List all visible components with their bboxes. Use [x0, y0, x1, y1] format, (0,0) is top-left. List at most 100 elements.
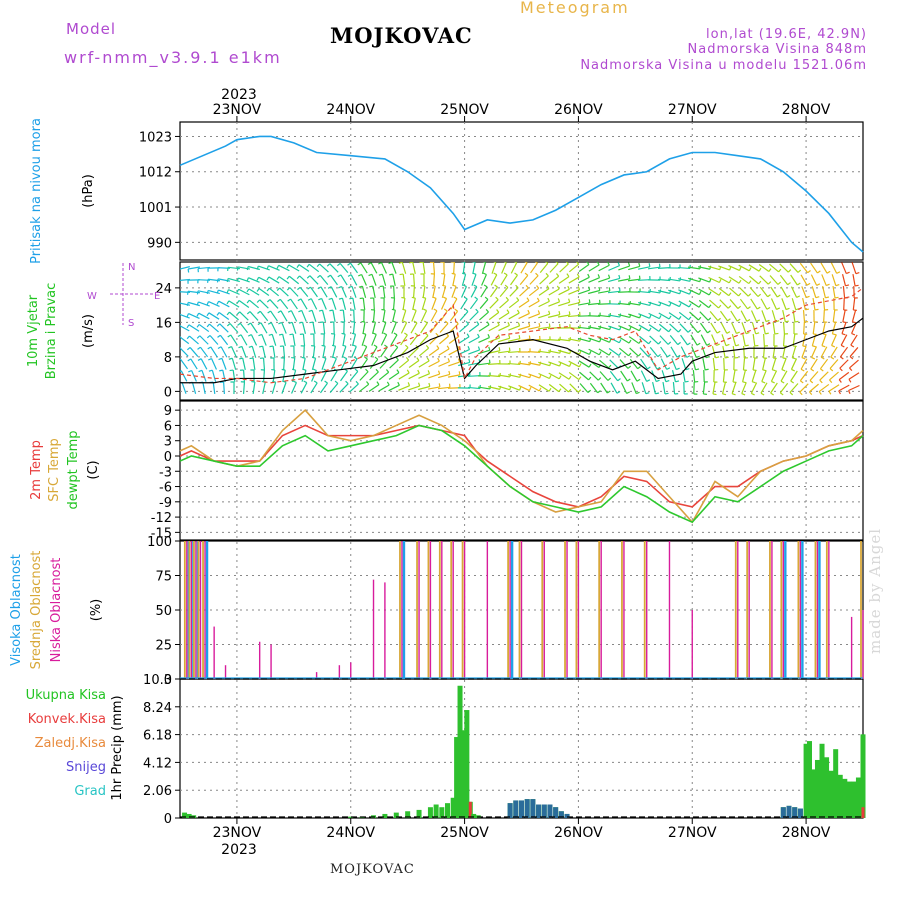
wind-barb — [672, 381, 676, 395]
wind-barb-flag — [657, 353, 661, 358]
wind-barb-flag — [821, 345, 826, 348]
wind-barb — [308, 263, 320, 273]
wind-barb — [268, 265, 280, 271]
wind-barb — [341, 286, 347, 298]
wind-barb — [281, 322, 287, 334]
wind-barb — [321, 298, 327, 310]
wind-barb-flag — [276, 287, 281, 291]
wind-barb — [698, 266, 710, 270]
wind-barb — [558, 276, 570, 284]
wind-barb — [711, 346, 717, 358]
wind-barb — [732, 345, 736, 359]
wind-barb — [371, 334, 377, 346]
wind-barb — [222, 370, 226, 382]
wind-barb — [770, 382, 778, 394]
wind-barb — [221, 358, 227, 370]
wind-barb-flag — [557, 298, 561, 302]
wind-barb — [692, 369, 696, 383]
wind-barb-flag — [726, 331, 731, 334]
wind-barb-flag — [236, 277, 239, 282]
wind-barb-flag — [382, 320, 387, 323]
wind-barb — [537, 350, 551, 354]
wind-barb — [708, 265, 720, 271]
wind-barb-flag — [443, 308, 448, 312]
wind-barb — [188, 312, 200, 320]
y-tick-label: 75 — [155, 570, 172, 585]
wind-barb-flag — [236, 300, 240, 304]
wind-barb — [432, 273, 436, 287]
wind-barb — [761, 370, 767, 382]
wind-barb — [588, 337, 600, 343]
precip-bar — [842, 778, 848, 818]
wind-barb — [588, 264, 600, 272]
wind-barb-flag — [668, 315, 672, 320]
wind-barb — [461, 274, 467, 286]
wind-barb — [548, 314, 560, 318]
wind-barb — [477, 362, 491, 366]
y-tick-label: 25 — [155, 639, 172, 654]
wind-barb-flag — [786, 294, 791, 298]
wind-barb — [712, 381, 716, 395]
wind-barb-flag — [725, 343, 730, 347]
wind-barb — [248, 299, 260, 309]
wind-barb — [839, 359, 849, 369]
precip-conv-bar — [468, 801, 472, 818]
wind-barb-flag — [597, 390, 601, 394]
wind-barb-flag — [638, 327, 642, 331]
wind-barb-flag — [298, 321, 303, 324]
wind-barb-flag — [186, 346, 191, 351]
wind-barb — [841, 274, 847, 286]
wind-barb-flag — [352, 344, 357, 348]
wind-barb — [658, 301, 670, 307]
wind-barb — [391, 262, 397, 274]
wind-barb-flag — [776, 294, 781, 298]
wind-barb-flag — [354, 368, 359, 372]
wind-barb — [779, 382, 789, 394]
wind-barb — [802, 309, 806, 323]
wind-barb — [742, 370, 746, 382]
wind-barb-flag — [791, 368, 795, 372]
wind-barb-flag — [208, 357, 212, 361]
wind-barb-flag — [576, 262, 580, 265]
precip-bar — [348, 816, 354, 818]
wind-barb — [801, 286, 807, 298]
wind-barb-flag — [327, 286, 332, 289]
wind-barb-flag — [705, 355, 710, 359]
wind-barb — [618, 313, 630, 319]
wind-barb — [548, 275, 560, 285]
wind-barb-flag — [741, 393, 746, 396]
wind-barb — [608, 325, 620, 331]
wind-barb — [218, 289, 230, 295]
wind-barb — [469, 298, 479, 310]
wind-barb — [468, 323, 480, 333]
precip-bar — [833, 749, 839, 818]
wind-barb — [548, 361, 560, 367]
wind-barb-flag — [409, 262, 413, 264]
wind-barb — [381, 274, 387, 286]
wind-barb-flag — [345, 380, 349, 385]
wind-barb — [311, 358, 317, 370]
wind-barb-flag — [307, 286, 311, 290]
wind-barb — [720, 322, 728, 334]
wind-barb — [420, 322, 428, 334]
wind-barb-flag — [649, 314, 652, 319]
wind-barb-flag — [556, 285, 560, 290]
wind-barb-flag — [794, 320, 799, 323]
wind-barb — [657, 278, 671, 282]
wind-barb-flag — [236, 288, 240, 293]
wind-barb-flag — [687, 342, 691, 346]
wind-barb — [180, 313, 190, 319]
wind-barb — [769, 275, 779, 285]
wind-barb-flag — [236, 266, 239, 271]
precip-bar — [810, 769, 816, 818]
wind-barb — [393, 285, 395, 299]
wind-barb — [770, 370, 778, 382]
wind-barb-flag — [545, 262, 549, 264]
wind-barb — [618, 336, 630, 344]
wind-barb — [809, 371, 819, 381]
wind-barb — [392, 297, 396, 311]
wind-barb — [360, 262, 368, 274]
wind-barb — [688, 288, 700, 296]
wind-barb-flag — [257, 322, 262, 326]
wind-barb-flag — [413, 320, 418, 324]
